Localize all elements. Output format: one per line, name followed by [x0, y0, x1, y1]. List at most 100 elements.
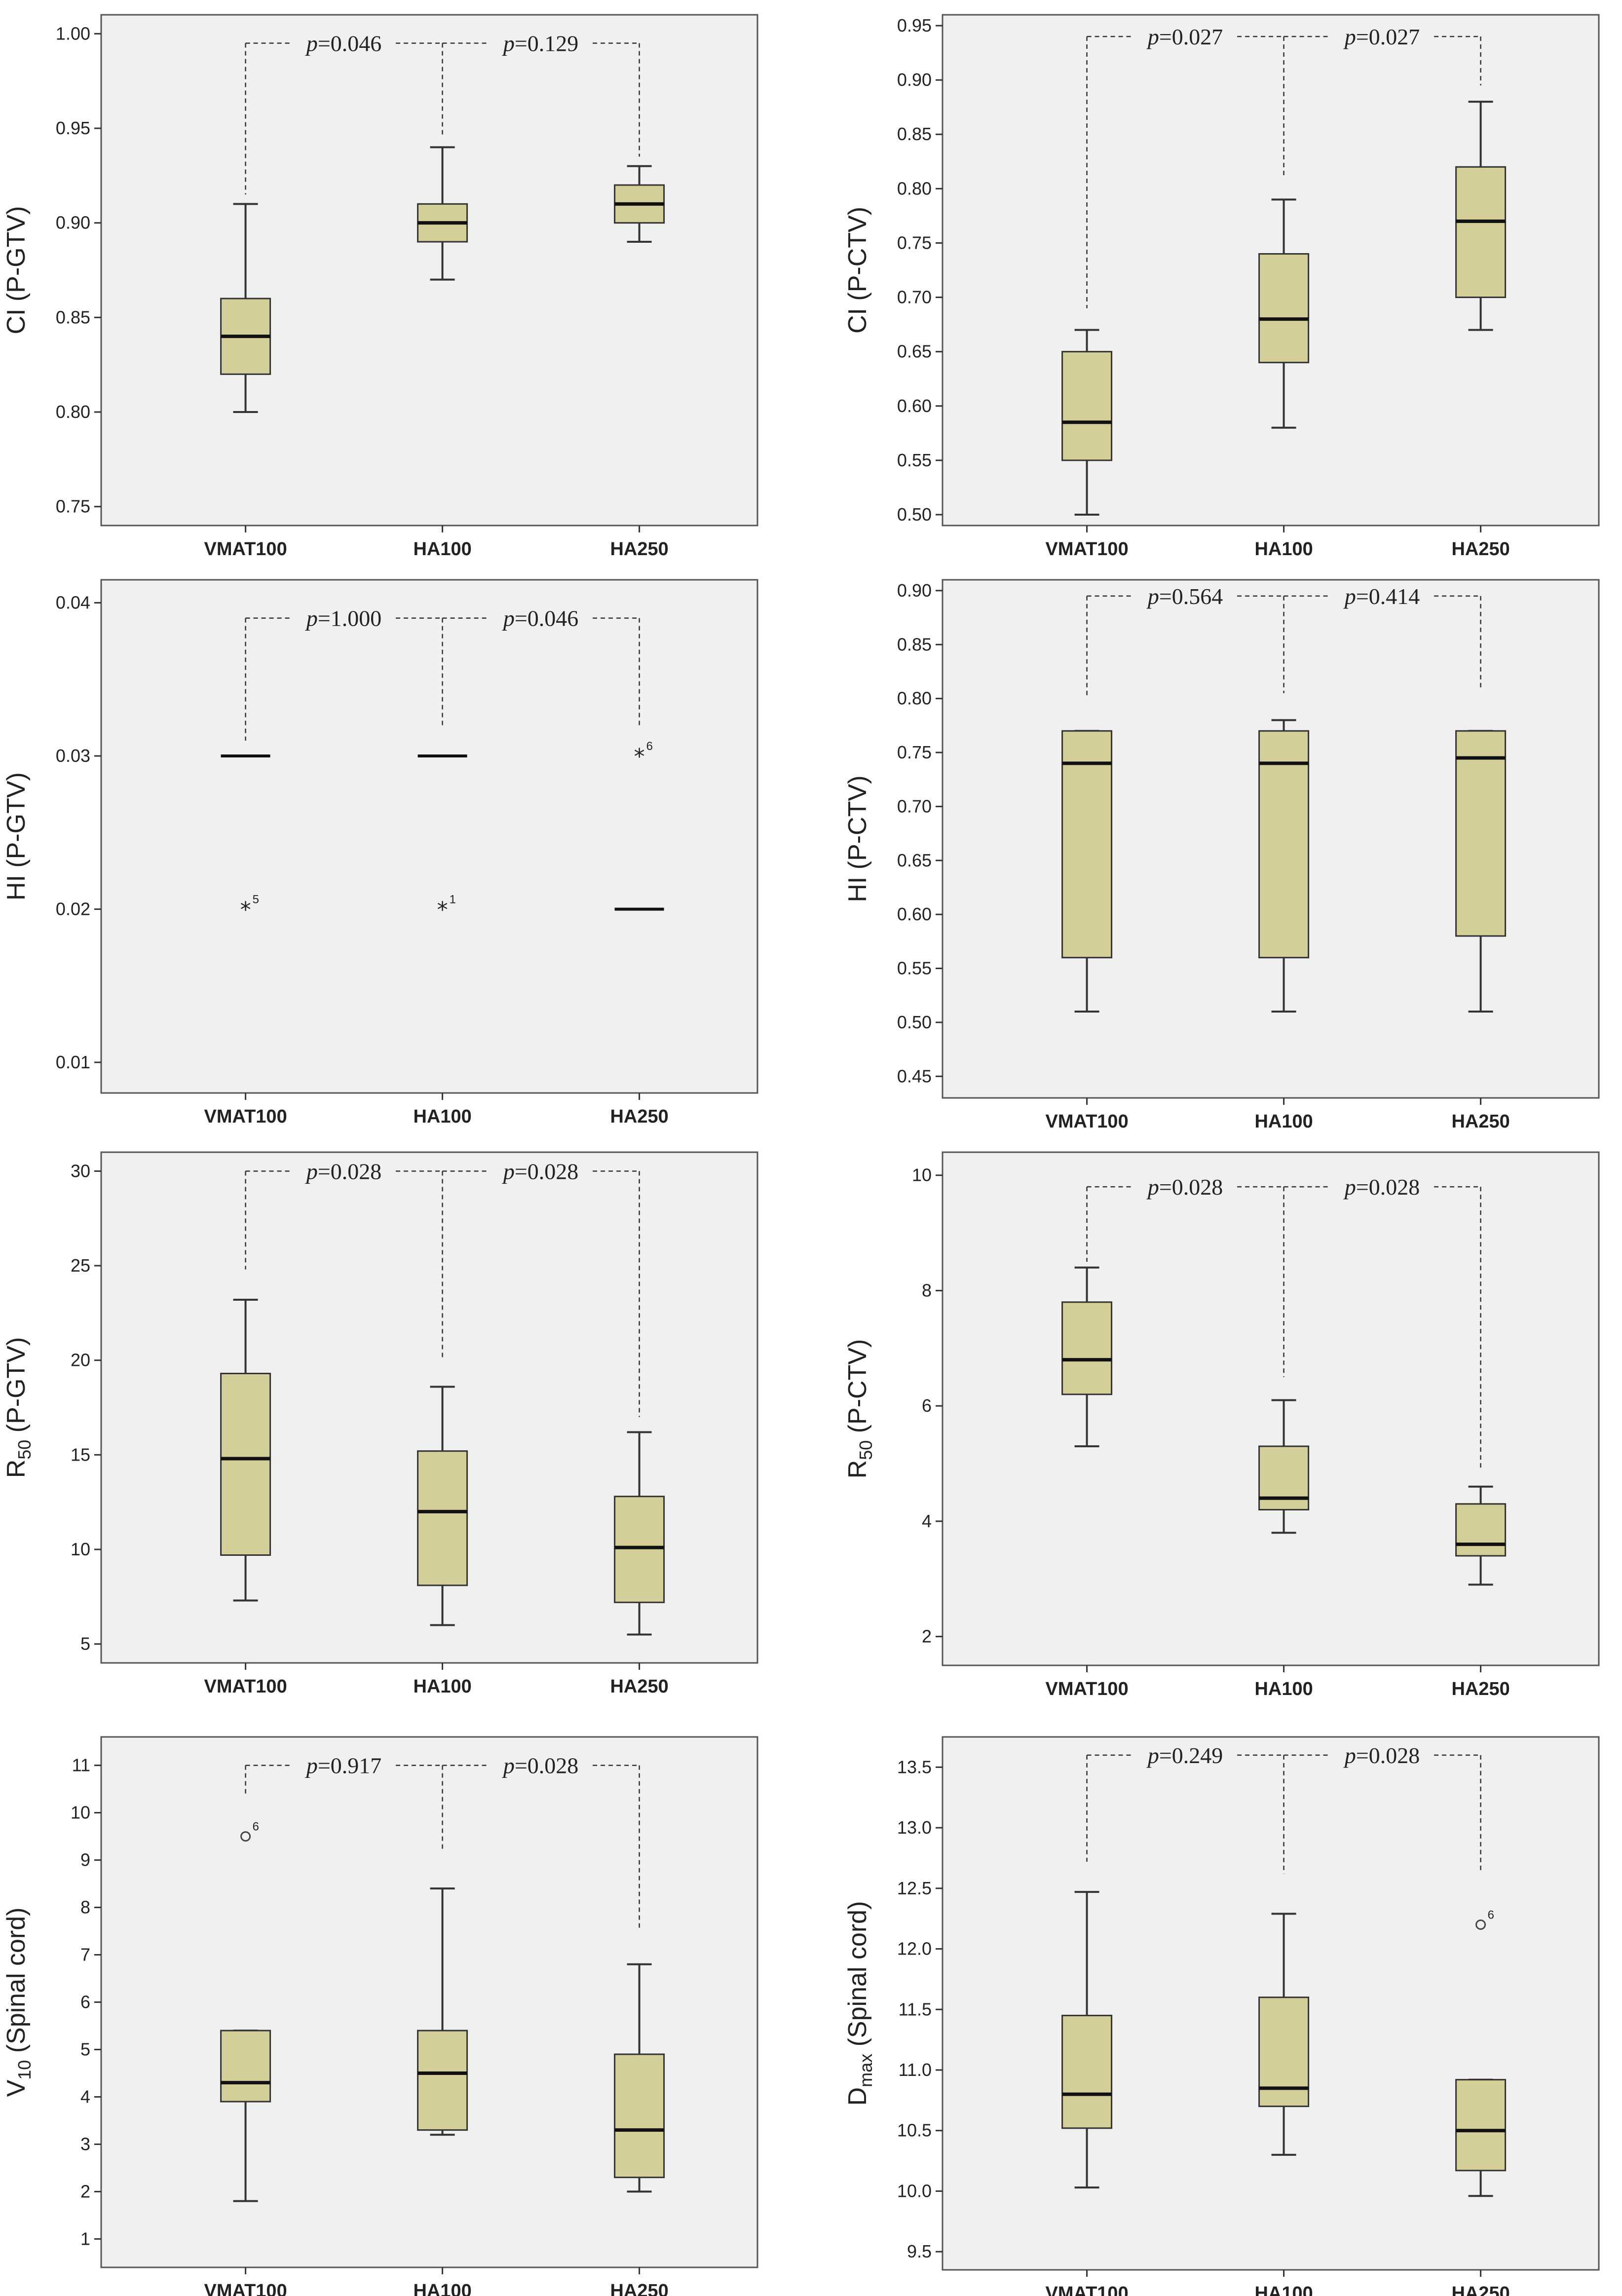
p-value-label: p=0.027: [1343, 24, 1420, 49]
p-value-label: p=0.414: [1343, 584, 1420, 609]
p-value: =0.028: [318, 1159, 381, 1184]
y-tick-label: 0.85: [897, 124, 932, 144]
y-tick-label: 20: [71, 1350, 90, 1370]
chart-panel-3: 0.01 0.02 0.03 0.04 HI (P-GTV) VMAT100 HA100 HA…: [2, 579, 758, 1127]
x-tick-label-vmat100: VMAT100: [1045, 1679, 1128, 1699]
x-tick-label-ha100: HA100: [413, 1676, 471, 1697]
x-tick-label-ha250: HA250: [610, 1676, 668, 1697]
y-tick-label: 0.75: [56, 496, 90, 517]
y-axis-title-subscript: max: [856, 2054, 876, 2087]
p-symbol: p: [502, 1753, 515, 1778]
y-axis-title-rest: (P-GTV): [2, 772, 31, 875]
chart-panel-8: 9.5 10.0 10.5 11.0 11.5 12.0 12.5 13.0 13.5 Dmax …: [843, 1736, 1600, 2296]
x-tick-label-ha250: HA250: [1451, 1679, 1509, 1699]
y-tick-label: 15: [71, 1444, 90, 1465]
outlier-star: *: [240, 897, 251, 922]
y-tick-label: 0.95: [897, 15, 932, 36]
y-tick-label: 0.60: [897, 904, 932, 924]
box-ha100: [417, 1887, 468, 2136]
y-tick-label: 11.0: [899, 2060, 932, 2080]
p-value-label: p=0.028: [502, 1159, 578, 1184]
y-axis-title: HI (P-CTV): [843, 775, 872, 902]
iqr-box: [1258, 1996, 1310, 2108]
y-tick-label: 10.5: [897, 2120, 932, 2141]
x-tick-label-vmat100: VMAT100: [1045, 1111, 1128, 1132]
p-symbol: p: [1343, 1174, 1356, 1200]
y-tick-label: 0.50: [897, 1012, 932, 1032]
box-vmat100: [1061, 730, 1113, 1013]
outlier-point: 6: [240, 1820, 259, 1842]
p-value: =0.046: [515, 606, 578, 631]
iqr-box: [1258, 1445, 1310, 1510]
box-ha250: [1455, 1485, 1507, 1586]
p-value-label: p=0.046: [502, 606, 578, 631]
outlier-label: 6: [646, 740, 653, 753]
p-symbol: p: [305, 606, 318, 631]
box-ha250: [614, 165, 665, 243]
p-symbol: p: [1146, 1174, 1159, 1200]
y-tick-label: 2: [80, 2181, 90, 2201]
p-value: =1.000: [318, 606, 381, 631]
y-tick-label: 13.5: [897, 1757, 932, 1777]
y-tick-label: 0.55: [897, 958, 932, 979]
y-tick-label: 8: [80, 1897, 90, 1918]
y-tick-label: 0.85: [897, 634, 932, 654]
x-tick-label-ha100: HA100: [1254, 1679, 1313, 1699]
p-symbol: p: [1343, 24, 1356, 49]
p-symbol: p: [305, 31, 318, 56]
y-tick-label: 0.75: [897, 742, 932, 762]
p-value-label: p=0.129: [502, 31, 578, 56]
y-tick-label: 9: [80, 1850, 90, 1870]
box-vmat100: [1061, 1266, 1113, 1447]
y-tick-label: 4: [80, 2086, 90, 2107]
p-value: =0.564: [1159, 584, 1223, 609]
p-value-label: p=0.249: [1146, 1743, 1223, 1768]
p-value: =0.046: [318, 31, 381, 56]
y-tick-label: 5: [80, 2039, 90, 2059]
p-value: =0.249: [1159, 1743, 1223, 1768]
p-value: =0.028: [1356, 1743, 1420, 1768]
p-value: =0.917: [318, 1753, 381, 1778]
chart-panel-2: 0.50 0.55 0.60 0.65 0.70 0.75 0.80 0.85 0.90 0.95…: [843, 14, 1600, 560]
p-symbol: p: [502, 606, 515, 631]
y-tick-label: 4: [922, 1511, 932, 1531]
plot-area: [100, 1736, 758, 2268]
x-tick-label-vmat100: VMAT100: [1045, 2283, 1128, 2296]
chart-panel-5: 5 10 15 20 25 30 R50 (P-GTV) VMAT100 HA100 HA250 p…: [2, 1151, 758, 1697]
y-tick-label: 1.00: [56, 23, 90, 43]
y-tick-label: 10: [71, 1539, 90, 1559]
x-tick-label-ha100: HA100: [413, 1106, 471, 1127]
y-axis-title-rest: (P-CTV): [843, 775, 872, 876]
p-symbol: p: [305, 1753, 318, 1778]
box-ha250: [1455, 2078, 1507, 2197]
p-value-label: p=0.046: [305, 31, 381, 56]
y-tick-label: 6: [80, 1992, 90, 2012]
y-axis-title-rest: (P-GTV): [2, 206, 31, 309]
x-tick-label-ha250: HA250: [1451, 2283, 1509, 2296]
box-ha250: [1455, 730, 1507, 1013]
p-symbol: p: [1146, 24, 1159, 49]
y-axis-title-main: CI: [843, 308, 872, 334]
y-tick-label: 3: [80, 2134, 90, 2154]
y-axis-title-main: HI: [2, 875, 31, 901]
y-tick-label: 0.55: [897, 450, 932, 470]
y-tick-label: 0.65: [897, 341, 932, 362]
y-tick-label: 0.70: [897, 796, 932, 816]
chart-panel-1: 0.75 0.80 0.85 0.90 0.95 1.00 CI (P-GTV) VMAT10…: [2, 14, 758, 560]
outlier-label: 1: [450, 893, 456, 906]
p-value: =0.028: [515, 1753, 578, 1778]
p-value: =0.027: [1356, 24, 1420, 49]
outlier-star: *: [634, 744, 645, 769]
y-tick-label: 0.70: [897, 287, 932, 307]
y-tick-label: 0.03: [56, 746, 90, 766]
p-symbol: p: [1146, 584, 1159, 609]
y-tick-label: 0.50: [897, 504, 932, 525]
y-tick-label: 0.75: [897, 232, 932, 253]
x-tick-label-ha100: HA100: [413, 2281, 471, 2296]
plot-area: [942, 1151, 1600, 1666]
iqr-box: [220, 1373, 271, 1556]
y-axis-title: V10 (Spinal cord): [2, 1908, 35, 2097]
box-ha100: [1258, 1913, 1310, 2156]
y-tick-label: 25: [71, 1255, 90, 1276]
